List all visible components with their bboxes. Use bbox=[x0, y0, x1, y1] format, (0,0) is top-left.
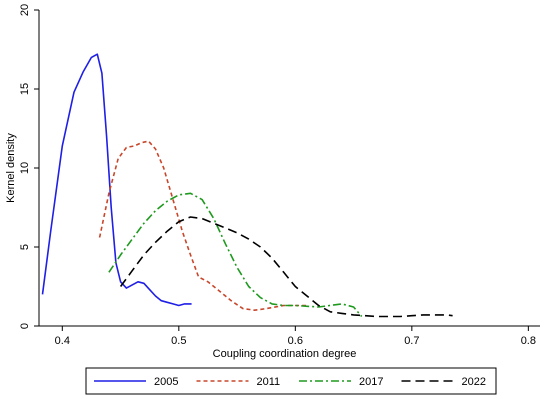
legend: 2005 2011 2017 2022 bbox=[85, 367, 497, 395]
y-tick-label: 0 bbox=[19, 323, 31, 329]
x-tick-label: 0.4 bbox=[55, 335, 70, 347]
legend-label-2022: 2022 bbox=[462, 376, 486, 388]
y-axis-title: Kernel density bbox=[5, 133, 17, 203]
legend-label-2011: 2011 bbox=[257, 376, 281, 388]
x-tick-label: 0.7 bbox=[404, 335, 419, 347]
y-tick-label: 5 bbox=[19, 244, 31, 250]
series-line-2011 bbox=[98, 140, 307, 312]
x-axis-title: Coupling coordination degree bbox=[213, 348, 357, 360]
legend-box bbox=[85, 367, 497, 395]
x-tick-label: 0.6 bbox=[288, 335, 303, 347]
series-line-2005 bbox=[41, 53, 192, 307]
series-line-2017 bbox=[108, 192, 363, 318]
y-tick-label: 10 bbox=[19, 162, 31, 174]
x-tick-label: 0.5 bbox=[171, 335, 186, 347]
y-tick-label: 15 bbox=[19, 83, 31, 95]
series-layer bbox=[41, 53, 453, 318]
legend-label-2017: 2017 bbox=[359, 376, 383, 388]
x-tick-label: 0.8 bbox=[521, 335, 536, 347]
axes: 0 5 10 15 20 0.4 0.5 0.6 0.7 0.8 bbox=[19, 4, 540, 347]
legend-label-2005: 2005 bbox=[154, 376, 178, 388]
series-line-2022 bbox=[119, 216, 453, 318]
y-tick-label: 20 bbox=[19, 4, 31, 16]
